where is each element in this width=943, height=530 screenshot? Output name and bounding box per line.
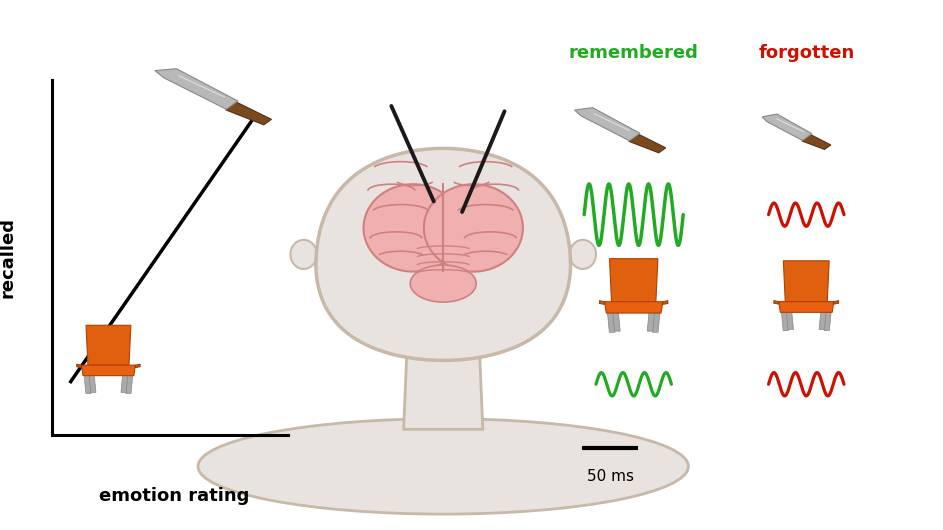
Polygon shape <box>802 135 831 149</box>
Polygon shape <box>647 312 654 331</box>
Polygon shape <box>609 259 658 302</box>
Polygon shape <box>824 312 831 331</box>
Text: recalled: recalled <box>0 217 17 297</box>
Polygon shape <box>629 134 666 153</box>
Polygon shape <box>819 311 826 330</box>
Polygon shape <box>404 339 483 429</box>
Ellipse shape <box>198 419 688 514</box>
Polygon shape <box>653 313 660 332</box>
Polygon shape <box>600 301 604 304</box>
Polygon shape <box>81 365 136 376</box>
Polygon shape <box>76 364 81 368</box>
Polygon shape <box>774 301 779 304</box>
Polygon shape <box>613 312 620 331</box>
Polygon shape <box>762 114 812 140</box>
Text: 50 ms: 50 ms <box>587 469 634 484</box>
Text: emotion rating: emotion rating <box>99 487 250 505</box>
Polygon shape <box>136 364 141 368</box>
Polygon shape <box>663 301 668 304</box>
Polygon shape <box>834 301 838 304</box>
Polygon shape <box>125 376 133 393</box>
Polygon shape <box>604 302 663 313</box>
Polygon shape <box>84 376 91 393</box>
Text: remembered: remembered <box>569 44 699 62</box>
Polygon shape <box>786 311 793 330</box>
Ellipse shape <box>410 265 476 302</box>
Polygon shape <box>782 312 788 331</box>
Ellipse shape <box>424 184 523 271</box>
Polygon shape <box>784 261 829 302</box>
Polygon shape <box>574 108 640 141</box>
Text: forgotten: forgotten <box>758 44 854 62</box>
Polygon shape <box>121 375 128 392</box>
Polygon shape <box>86 325 131 365</box>
Ellipse shape <box>290 240 317 269</box>
Polygon shape <box>155 69 238 109</box>
Polygon shape <box>779 302 834 312</box>
Ellipse shape <box>363 184 462 271</box>
Ellipse shape <box>570 240 596 269</box>
Polygon shape <box>89 375 96 392</box>
Polygon shape <box>607 313 615 332</box>
Polygon shape <box>225 102 272 125</box>
Polygon shape <box>316 148 571 360</box>
